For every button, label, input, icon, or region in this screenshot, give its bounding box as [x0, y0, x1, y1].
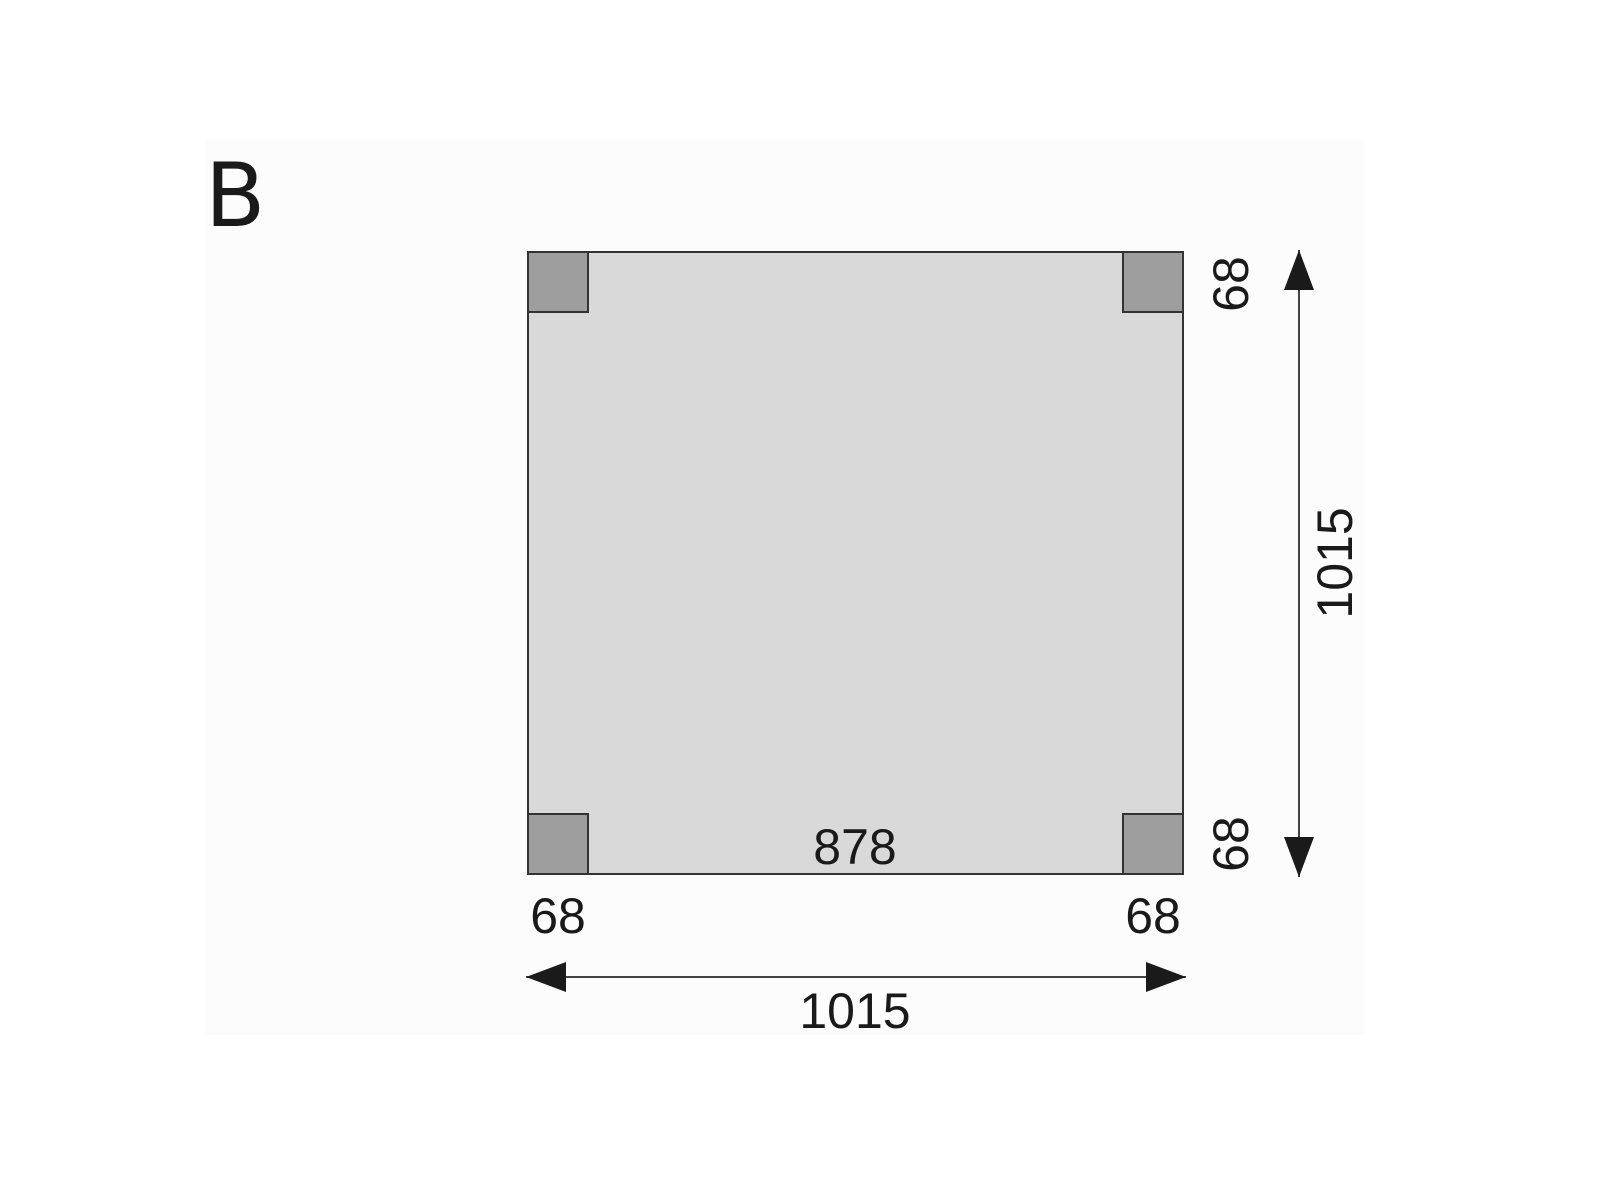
inner-span-label: 878	[813, 819, 896, 875]
outer-square	[527, 251, 1184, 875]
overall-height-label: 1015	[1307, 507, 1363, 618]
corner-post-top-left	[527, 251, 589, 313]
corner-right-top-label: 68	[1203, 256, 1259, 312]
corner-post-top-right	[1122, 251, 1184, 313]
corner-right-bottom-label: 68	[1203, 816, 1259, 872]
corner-bottom-left-label: 68	[530, 888, 586, 944]
corner-post-bottom-left	[527, 813, 589, 875]
panel-label: B	[205, 144, 265, 247]
corner-post-bottom-right	[1122, 813, 1184, 875]
corner-bottom-right-label: 68	[1125, 888, 1181, 944]
overall-width-label: 1015	[799, 983, 910, 1039]
